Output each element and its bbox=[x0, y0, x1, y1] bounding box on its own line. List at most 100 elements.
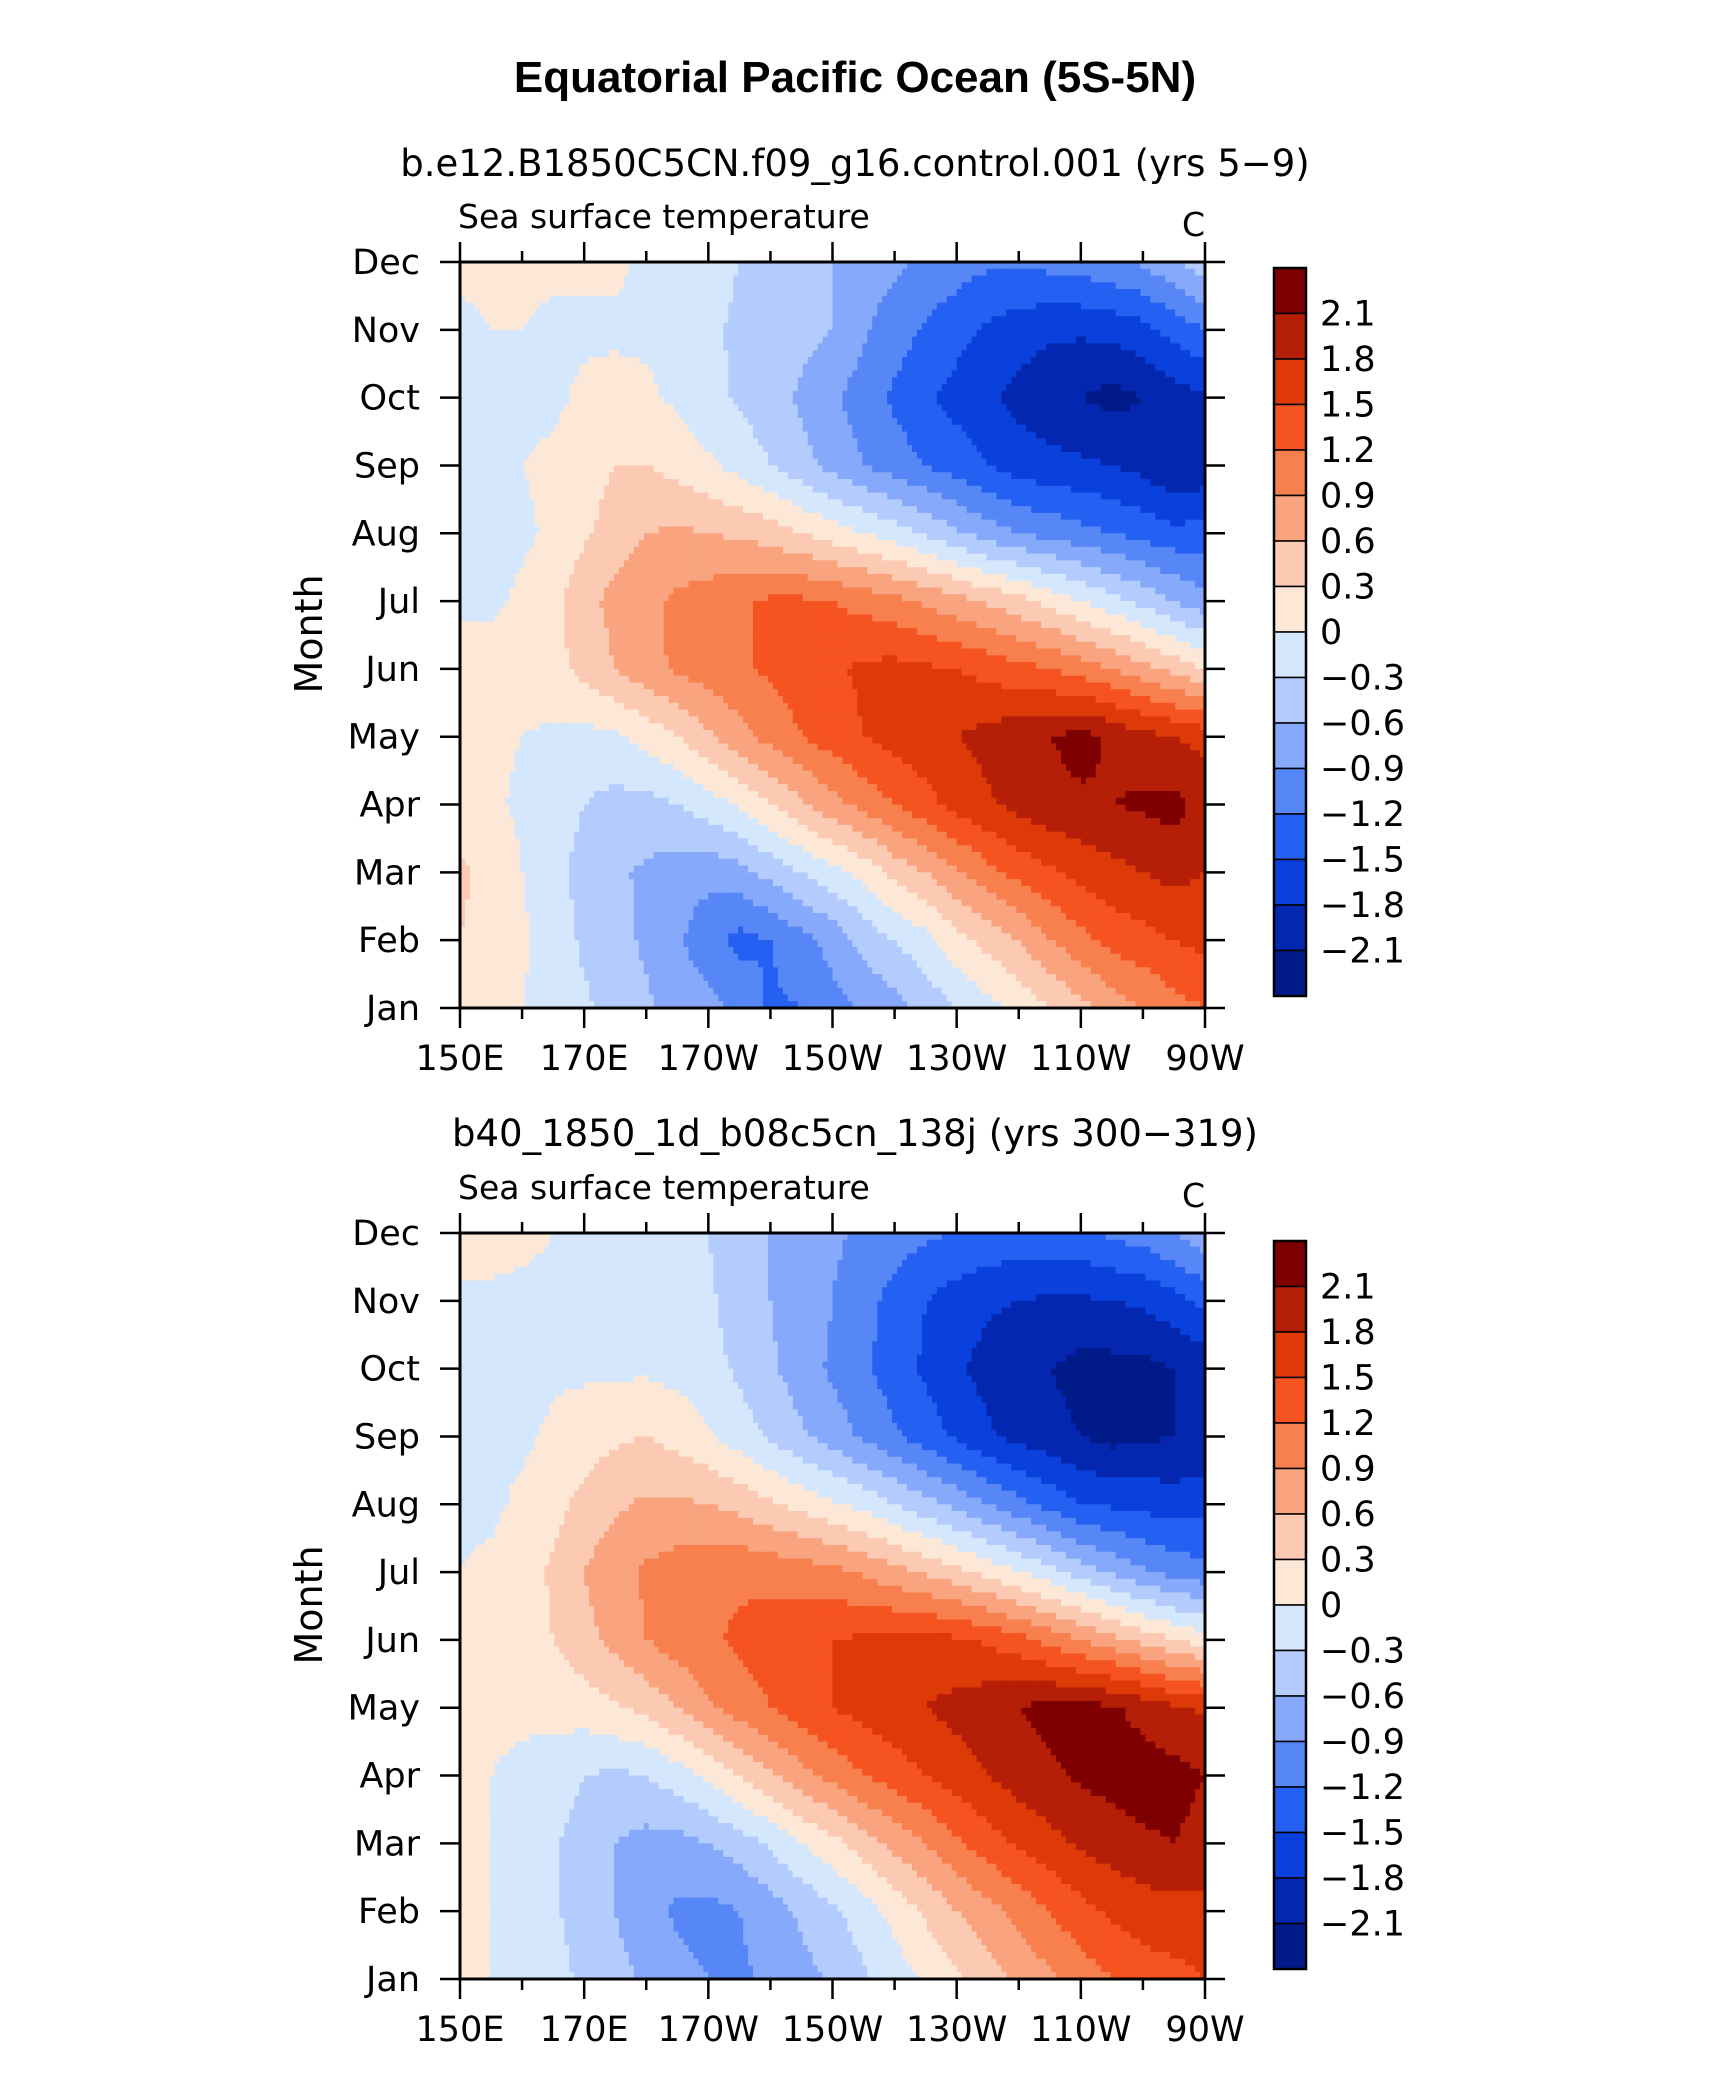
contour-cell bbox=[644, 384, 650, 391]
contour-cell bbox=[549, 276, 555, 283]
contour-cell bbox=[614, 371, 620, 378]
contour-cell bbox=[967, 303, 973, 310]
contour-cell bbox=[644, 316, 650, 323]
contour-cell bbox=[1026, 371, 1032, 378]
contour-cell bbox=[1081, 337, 1087, 344]
contour-cell bbox=[897, 303, 903, 310]
contour-cell bbox=[609, 418, 615, 425]
contour-cell bbox=[1006, 404, 1012, 411]
contour-cell bbox=[703, 316, 709, 323]
contour-cell bbox=[738, 384, 744, 391]
contour-cell bbox=[972, 316, 978, 323]
contour-cell bbox=[847, 398, 853, 405]
contour-cell bbox=[569, 411, 575, 418]
contour-cell bbox=[882, 384, 888, 391]
contour-cell bbox=[1091, 350, 1097, 357]
contour-cell bbox=[907, 330, 913, 337]
contour-cell bbox=[470, 289, 476, 296]
contour-cell bbox=[833, 323, 839, 330]
contour-cell bbox=[773, 364, 779, 371]
contour-cell bbox=[1006, 309, 1012, 316]
contour-cell bbox=[852, 269, 858, 276]
contour-cell bbox=[996, 350, 1002, 357]
contour-cell bbox=[872, 391, 878, 398]
contour-cell bbox=[515, 303, 521, 310]
contour-cell bbox=[554, 384, 560, 391]
contour-cell bbox=[549, 296, 555, 303]
contour-cell bbox=[1076, 357, 1082, 364]
contour-cell bbox=[520, 411, 526, 418]
contour-cell bbox=[1071, 289, 1077, 296]
contour-cell bbox=[1026, 330, 1032, 337]
contour-cell bbox=[728, 309, 734, 316]
contour-cell bbox=[505, 371, 511, 378]
contour-cell bbox=[996, 377, 1002, 384]
contour-cell bbox=[1086, 398, 1092, 405]
contour-cell bbox=[1056, 296, 1062, 303]
contour-cell bbox=[1116, 391, 1122, 398]
contour-cell bbox=[1016, 391, 1022, 398]
contour-cell bbox=[1170, 364, 1176, 371]
contour-cell bbox=[887, 303, 893, 310]
contour-cell bbox=[733, 350, 739, 357]
contour-cell bbox=[1066, 323, 1072, 330]
contour-cell bbox=[698, 371, 704, 378]
contour-cell bbox=[1006, 357, 1012, 364]
contour-cell bbox=[818, 276, 824, 283]
contour-cell bbox=[788, 303, 794, 310]
contour-cell bbox=[609, 384, 615, 391]
contour-cell bbox=[654, 391, 660, 398]
contour-cell bbox=[1126, 343, 1132, 350]
contour-cell bbox=[614, 418, 620, 425]
contour-cell bbox=[629, 282, 635, 289]
contour-cell bbox=[579, 418, 585, 425]
contour-cell bbox=[718, 282, 724, 289]
contour-cell bbox=[947, 411, 953, 418]
contour-cell bbox=[952, 330, 958, 337]
contour-cell bbox=[515, 391, 521, 398]
contour-cell bbox=[1111, 309, 1117, 316]
contour-cell bbox=[1061, 309, 1067, 316]
contour-cell bbox=[535, 323, 541, 330]
contour-cell bbox=[972, 384, 978, 391]
contour-cell bbox=[877, 323, 883, 330]
contour-cell bbox=[708, 276, 714, 283]
contour-cell bbox=[783, 303, 789, 310]
contour-cell bbox=[1046, 418, 1052, 425]
contour-cell bbox=[768, 309, 774, 316]
contour-cell bbox=[897, 404, 903, 411]
contour-cell bbox=[634, 309, 640, 316]
contour-cell bbox=[986, 371, 992, 378]
contour-cell bbox=[1170, 391, 1176, 398]
contour-cell bbox=[1101, 309, 1107, 316]
contour-cell bbox=[982, 377, 988, 384]
contour-cell bbox=[535, 377, 541, 384]
contour-cell bbox=[917, 377, 923, 384]
contour-cell bbox=[1076, 350, 1082, 357]
contour-cell bbox=[847, 337, 853, 344]
contour-cell bbox=[996, 269, 1002, 276]
contour-cell bbox=[490, 282, 496, 289]
contour-cell bbox=[1106, 418, 1112, 425]
contour-cell bbox=[1106, 337, 1112, 344]
contour-cell bbox=[639, 350, 645, 357]
contour-cell bbox=[862, 303, 868, 310]
contour-cell bbox=[500, 350, 506, 357]
contour-cell bbox=[654, 282, 660, 289]
contour-cell bbox=[629, 343, 635, 350]
contour-cell bbox=[743, 323, 749, 330]
contour-cell bbox=[703, 323, 709, 330]
contour-cell bbox=[837, 289, 843, 296]
contour-cell bbox=[525, 282, 531, 289]
contour-cell bbox=[783, 425, 789, 432]
contour-cell bbox=[1001, 425, 1007, 432]
contour-cell bbox=[1036, 323, 1042, 330]
contour-cell bbox=[907, 364, 913, 371]
contour-cell bbox=[877, 282, 883, 289]
contour-cell bbox=[1165, 364, 1171, 371]
contour-cell bbox=[763, 269, 769, 276]
contour-cell bbox=[912, 398, 918, 405]
contour-cell bbox=[803, 309, 809, 316]
contour-cell bbox=[664, 364, 670, 371]
contour-cell bbox=[1026, 303, 1032, 310]
